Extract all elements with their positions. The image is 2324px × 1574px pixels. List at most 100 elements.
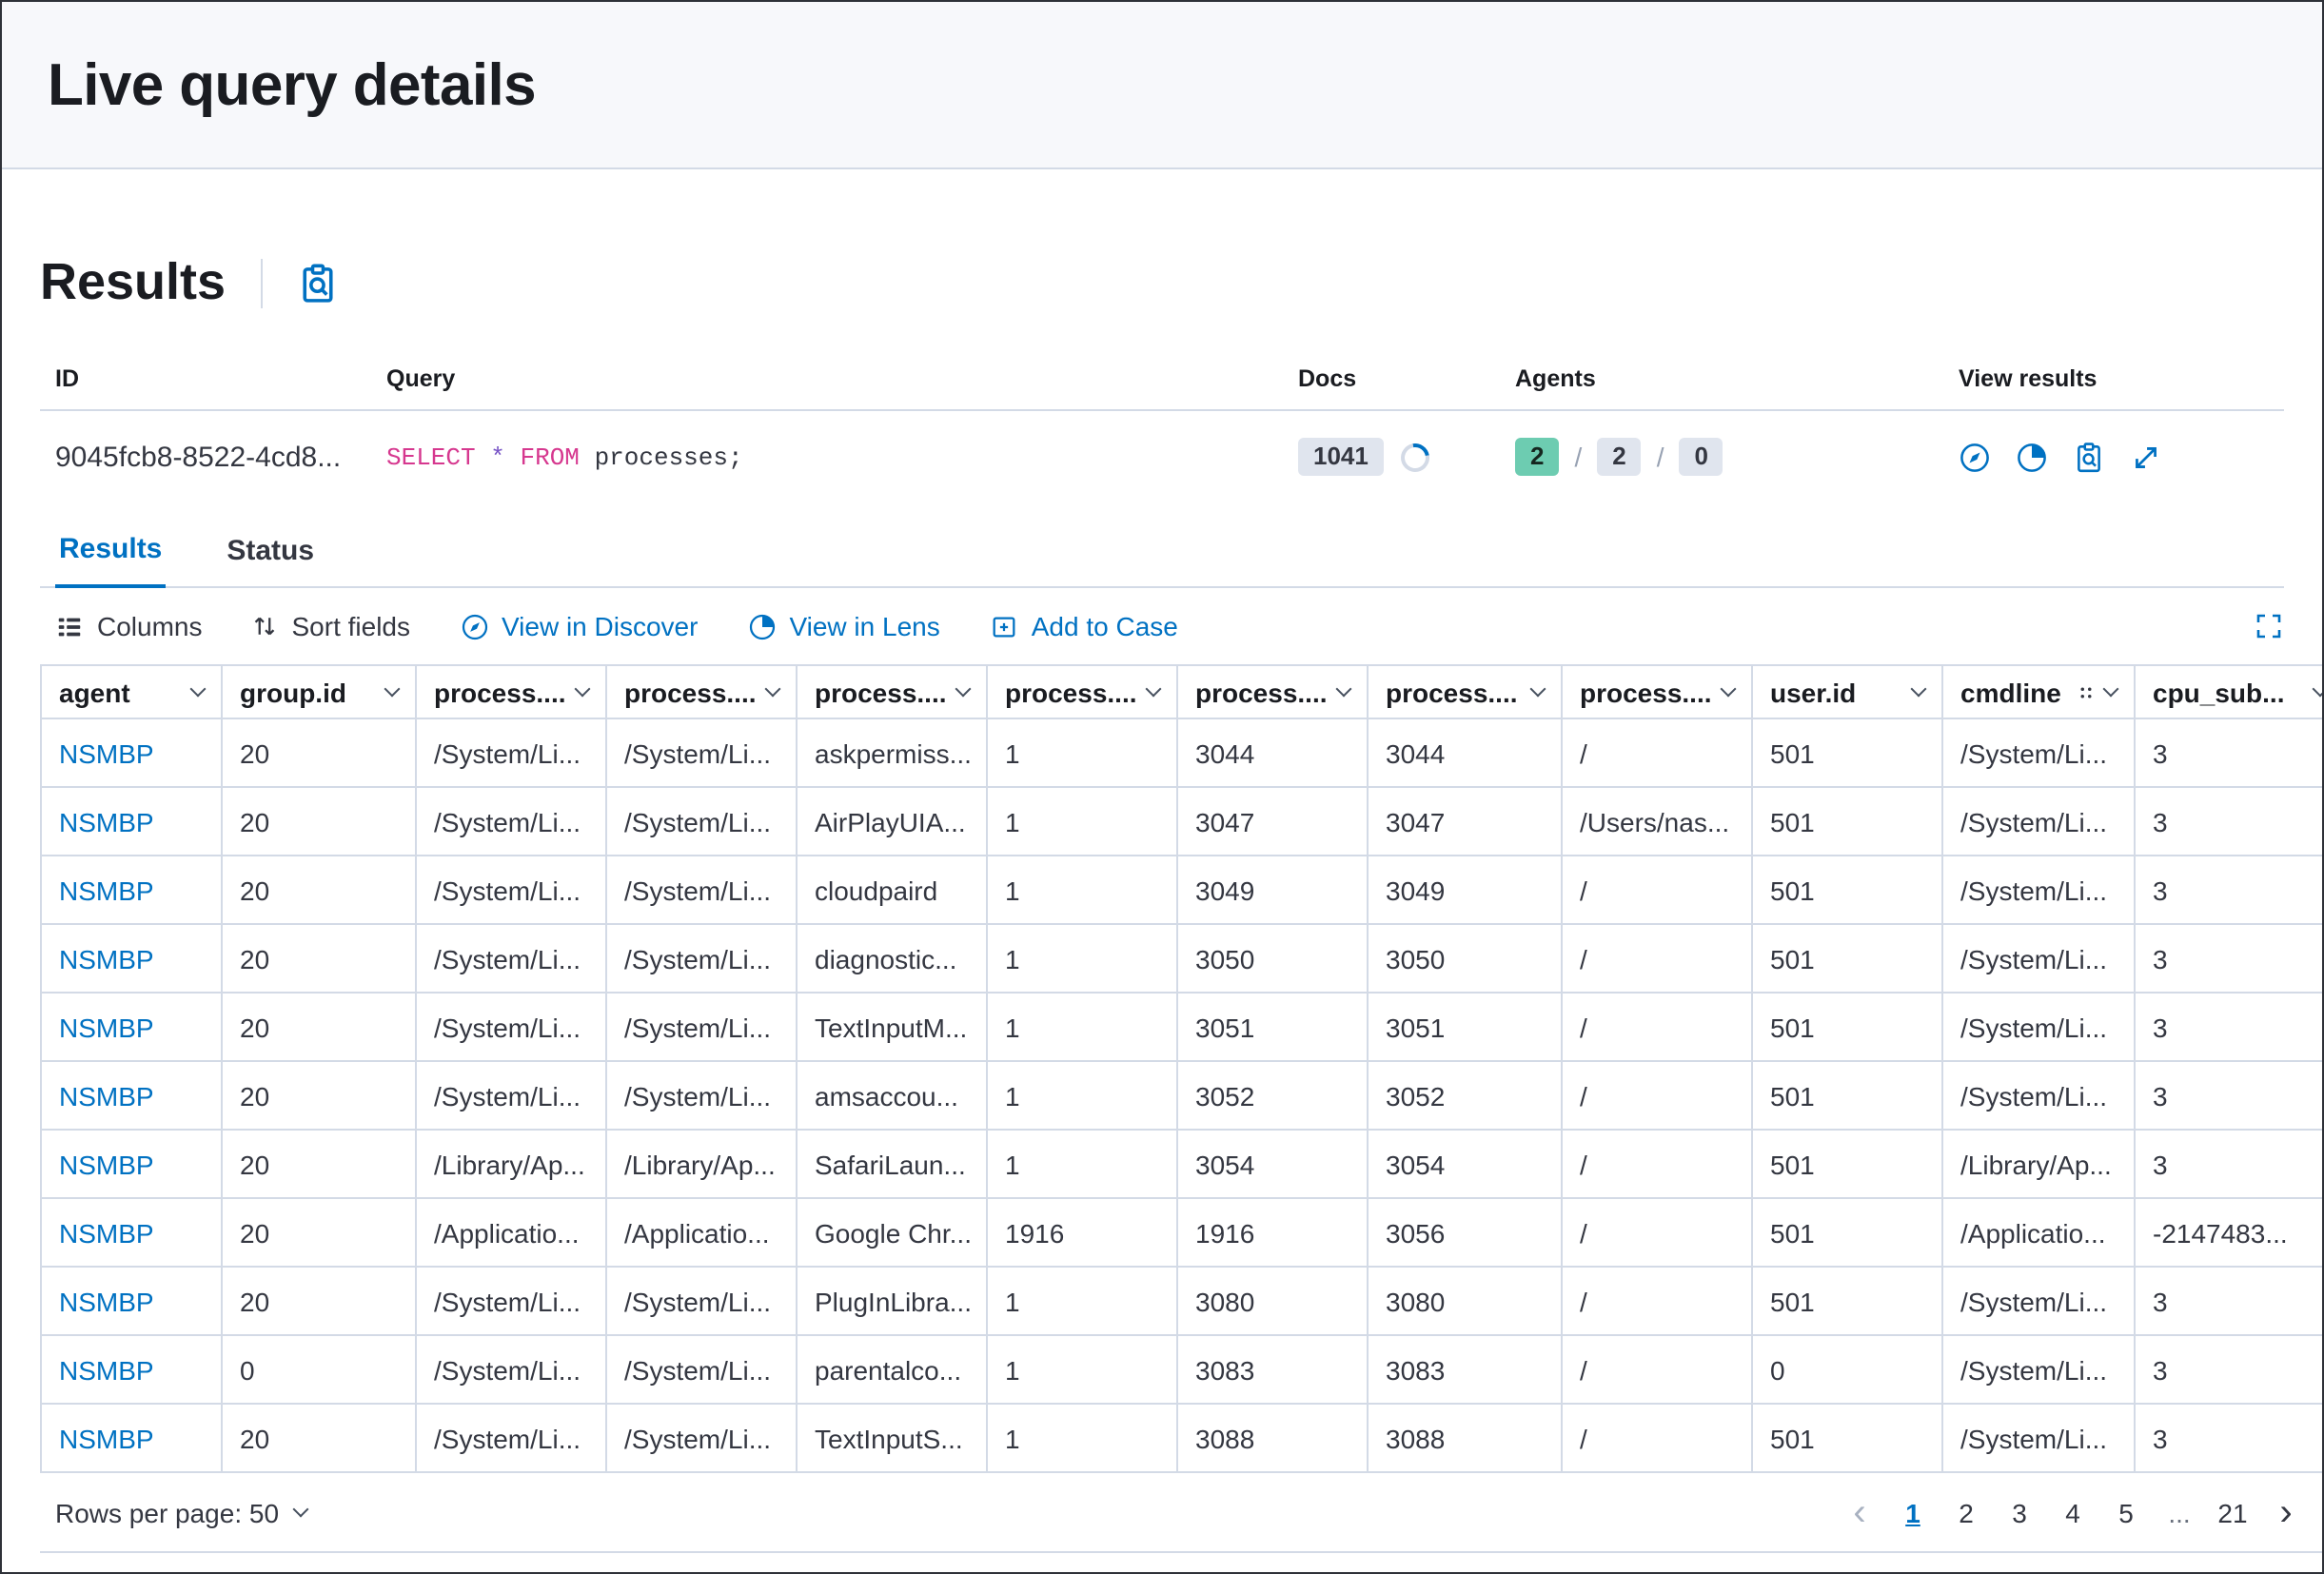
page-button-3[interactable]: 3 (2012, 1497, 2027, 1527)
column-header-agent[interactable]: agent (42, 666, 223, 719)
grid-cell-process-1[interactable]: /System/Li... (417, 1062, 607, 1131)
grid-cell-process-2[interactable]: /Library/Ap... (607, 1131, 798, 1199)
column-header-process-5[interactable]: process.... (1178, 666, 1369, 719)
next-page-button[interactable]: › (2279, 1491, 2293, 1533)
grid-cell-process-4[interactable]: 1 (988, 1405, 1178, 1473)
columns-button[interactable]: Columns (55, 611, 203, 641)
grid-cell-process-5[interactable]: 3047 (1178, 788, 1369, 856)
grid-cell-group-id[interactable]: 20 (223, 1062, 417, 1131)
grid-cell-process-3[interactable]: AirPlayUIA... (798, 788, 988, 856)
grid-cell-process-5[interactable]: 3049 (1178, 856, 1369, 925)
page-button-21[interactable]: 21 (2217, 1497, 2248, 1527)
grid-cell-group-id[interactable]: 20 (223, 1268, 417, 1336)
grid-cell-process-7[interactable]: / (1563, 994, 1753, 1062)
grid-cell-process-4[interactable]: 1 (988, 925, 1178, 994)
grid-cell-process-3[interactable]: TextInputS... (798, 1405, 988, 1473)
grid-cell-cmdline[interactable]: /System/Li... (1943, 856, 2136, 925)
agent-link[interactable]: NSMBP (42, 1131, 223, 1199)
grid-cell-cmdline[interactable]: /System/Li... (1943, 925, 2136, 994)
grid-cell-process-4[interactable]: 1 (988, 719, 1178, 788)
grid-cell-process-1[interactable]: /System/Li... (417, 719, 607, 788)
tab-status[interactable]: Status (223, 521, 318, 586)
grid-cell-process-5[interactable]: 3054 (1178, 1131, 1369, 1199)
grid-cell-process-7[interactable]: / (1563, 925, 1753, 994)
page-button-1[interactable]: 1 (1905, 1497, 1920, 1527)
grid-cell-user-id[interactable]: 501 (1753, 719, 1943, 788)
grid-cell-cmdline[interactable]: /System/Li... (1943, 994, 2136, 1062)
grid-cell-cmdline[interactable]: /System/Li... (1943, 1268, 2136, 1336)
grid-cell-process-1[interactable]: /System/Li... (417, 1405, 607, 1473)
grid-cell-process-4[interactable]: 1 (988, 788, 1178, 856)
agent-link[interactable]: NSMBP (42, 925, 223, 994)
grid-cell-user-id[interactable]: 501 (1753, 856, 1943, 925)
grid-cell-user-id[interactable]: 501 (1753, 925, 1943, 994)
grid-cell-group-id[interactable]: 20 (223, 1131, 417, 1199)
grid-cell-process-1[interactable]: /System/Li... (417, 925, 607, 994)
grid-cell-group-id[interactable]: 20 (223, 788, 417, 856)
grid-cell-process-6[interactable]: 3044 (1369, 719, 1563, 788)
grid-cell-process-1[interactable]: /System/Li... (417, 856, 607, 925)
grid-cell-process-6[interactable]: 3088 (1369, 1405, 1563, 1473)
column-header-process-7[interactable]: process.... (1563, 666, 1753, 719)
grid-cell-process-6[interactable]: 3052 (1369, 1062, 1563, 1131)
grid-cell-process-6[interactable]: 3047 (1369, 788, 1563, 856)
agent-link[interactable]: NSMBP (42, 1062, 223, 1131)
page-button-4[interactable]: 4 (2065, 1497, 2080, 1527)
grid-cell-cpu-sub[interactable]: 3 (2136, 1062, 2322, 1131)
grid-cell-process-5[interactable]: 3080 (1178, 1268, 1369, 1336)
agent-link[interactable]: NSMBP (42, 1405, 223, 1473)
grid-cell-process-3[interactable]: PlugInLibra... (798, 1268, 988, 1336)
grid-cell-process-3[interactable]: SafariLaun... (798, 1131, 988, 1199)
grid-cell-process-1[interactable]: /System/Li... (417, 788, 607, 856)
grid-cell-process-6[interactable]: 3054 (1369, 1131, 1563, 1199)
sort-fields-button[interactable]: Sort fields (252, 611, 410, 641)
inspect-icon[interactable] (296, 262, 338, 304)
column-header-user-id[interactable]: user.id (1753, 666, 1943, 719)
grid-cell-process-1[interactable]: /Applicatio... (417, 1199, 607, 1268)
grid-cell-process-2[interactable]: /Applicatio... (607, 1199, 798, 1268)
agent-link[interactable]: NSMBP (42, 1199, 223, 1268)
agent-link[interactable]: NSMBP (42, 1268, 223, 1336)
grid-cell-cpu-sub[interactable]: 3 (2136, 925, 2322, 994)
grid-cell-process-7[interactable]: / (1563, 1199, 1753, 1268)
grid-cell-cmdline[interactable]: /Applicatio... (1943, 1199, 2136, 1268)
grid-cell-group-id[interactable]: 20 (223, 994, 417, 1062)
grid-cell-process-7[interactable]: / (1563, 1405, 1753, 1473)
grid-cell-process-6[interactable]: 3049 (1369, 856, 1563, 925)
grid-cell-process-2[interactable]: /System/Li... (607, 994, 798, 1062)
grid-cell-cpu-sub[interactable]: 3 (2136, 1336, 2322, 1405)
grid-cell-user-id[interactable]: 501 (1753, 1268, 1943, 1336)
column-header-process-4[interactable]: process.... (988, 666, 1178, 719)
grid-cell-process-5[interactable]: 3051 (1178, 994, 1369, 1062)
grid-cell-cpu-sub[interactable]: 3 (2136, 856, 2322, 925)
prev-page-button[interactable]: ‹ (1853, 1491, 1866, 1533)
column-header-process-3[interactable]: process.... (798, 666, 988, 719)
grid-cell-cmdline[interactable]: /System/Li... (1943, 788, 2136, 856)
grid-cell-group-id[interactable]: 20 (223, 719, 417, 788)
grid-cell-process-1[interactable]: /System/Li... (417, 1268, 607, 1336)
view-in-discover-button[interactable]: View in Discover (460, 611, 698, 641)
grid-cell-user-id[interactable]: 501 (1753, 1131, 1943, 1199)
grid-cell-cmdline[interactable]: /System/Li... (1943, 1062, 2136, 1131)
column-header-process-6[interactable]: process.... (1369, 666, 1563, 719)
grid-cell-process-1[interactable]: /System/Li... (417, 994, 607, 1062)
agent-link[interactable]: NSMBP (42, 719, 223, 788)
grid-cell-group-id[interactable]: 20 (223, 925, 417, 994)
grid-cell-process-2[interactable]: /System/Li... (607, 1405, 798, 1473)
grid-cell-process-4[interactable]: 1 (988, 994, 1178, 1062)
view-in-lens-button[interactable]: View in Lens (747, 611, 940, 641)
view-in-lens-icon[interactable] (2016, 441, 2048, 473)
grid-cell-process-6[interactable]: 3050 (1369, 925, 1563, 994)
grid-cell-cmdline[interactable]: /System/Li... (1943, 1336, 2136, 1405)
column-header-cpu-sub[interactable]: cpu_sub... (2136, 666, 2322, 719)
grid-cell-cpu-sub[interactable]: 3 (2136, 1268, 2322, 1336)
rows-per-page-button[interactable]: Rows per page: 50 (55, 1497, 308, 1527)
grid-cell-cpu-sub[interactable]: 3 (2136, 1405, 2322, 1473)
column-header-cmdline[interactable]: cmdline (1943, 666, 2136, 719)
column-header-process-2[interactable]: process.... (607, 666, 798, 719)
grid-cell-process-2[interactable]: /System/Li... (607, 1062, 798, 1131)
grid-cell-user-id[interactable]: 501 (1753, 994, 1943, 1062)
grid-cell-group-id[interactable]: 20 (223, 1405, 417, 1473)
grid-cell-cpu-sub[interactable]: 3 (2136, 1131, 2322, 1199)
grid-cell-user-id[interactable]: 501 (1753, 1405, 1943, 1473)
